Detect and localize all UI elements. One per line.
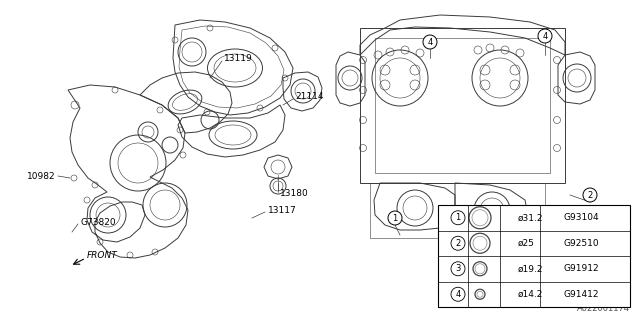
Circle shape [491, 221, 505, 235]
Text: FRONT: FRONT [87, 251, 118, 260]
Text: 2: 2 [588, 190, 593, 199]
Text: G91412: G91412 [563, 290, 598, 299]
Text: ø31.2: ø31.2 [518, 213, 543, 222]
Bar [375, 38, 550, 173]
Text: 3: 3 [495, 223, 500, 233]
Text: 10982: 10982 [28, 172, 56, 180]
Circle shape [583, 188, 597, 202]
Text: G92510: G92510 [563, 239, 598, 248]
Text: 1: 1 [456, 213, 461, 222]
Text: 1: 1 [392, 213, 397, 222]
Bar [370, 183, 545, 238]
Text: ø25: ø25 [518, 239, 535, 248]
Text: 3: 3 [455, 264, 461, 273]
Circle shape [423, 35, 437, 49]
Text: 13117: 13117 [268, 205, 297, 214]
Text: 4: 4 [456, 290, 461, 299]
Text: G73820: G73820 [80, 218, 116, 227]
Text: 2: 2 [456, 239, 461, 248]
Text: 21114: 21114 [295, 92, 323, 100]
Text: 13180: 13180 [280, 188, 308, 197]
Bar [360, 28, 565, 183]
Text: ø14.2: ø14.2 [518, 290, 543, 299]
Bar [438, 205, 630, 307]
Text: ø19.2: ø19.2 [518, 264, 543, 273]
Text: 13119: 13119 [224, 53, 253, 62]
Text: A022001174: A022001174 [577, 304, 630, 313]
Text: G91912: G91912 [563, 264, 598, 273]
Text: G93104: G93104 [563, 213, 598, 222]
Text: 4: 4 [542, 31, 548, 41]
Circle shape [388, 211, 402, 225]
Circle shape [538, 29, 552, 43]
Text: 4: 4 [428, 37, 433, 46]
